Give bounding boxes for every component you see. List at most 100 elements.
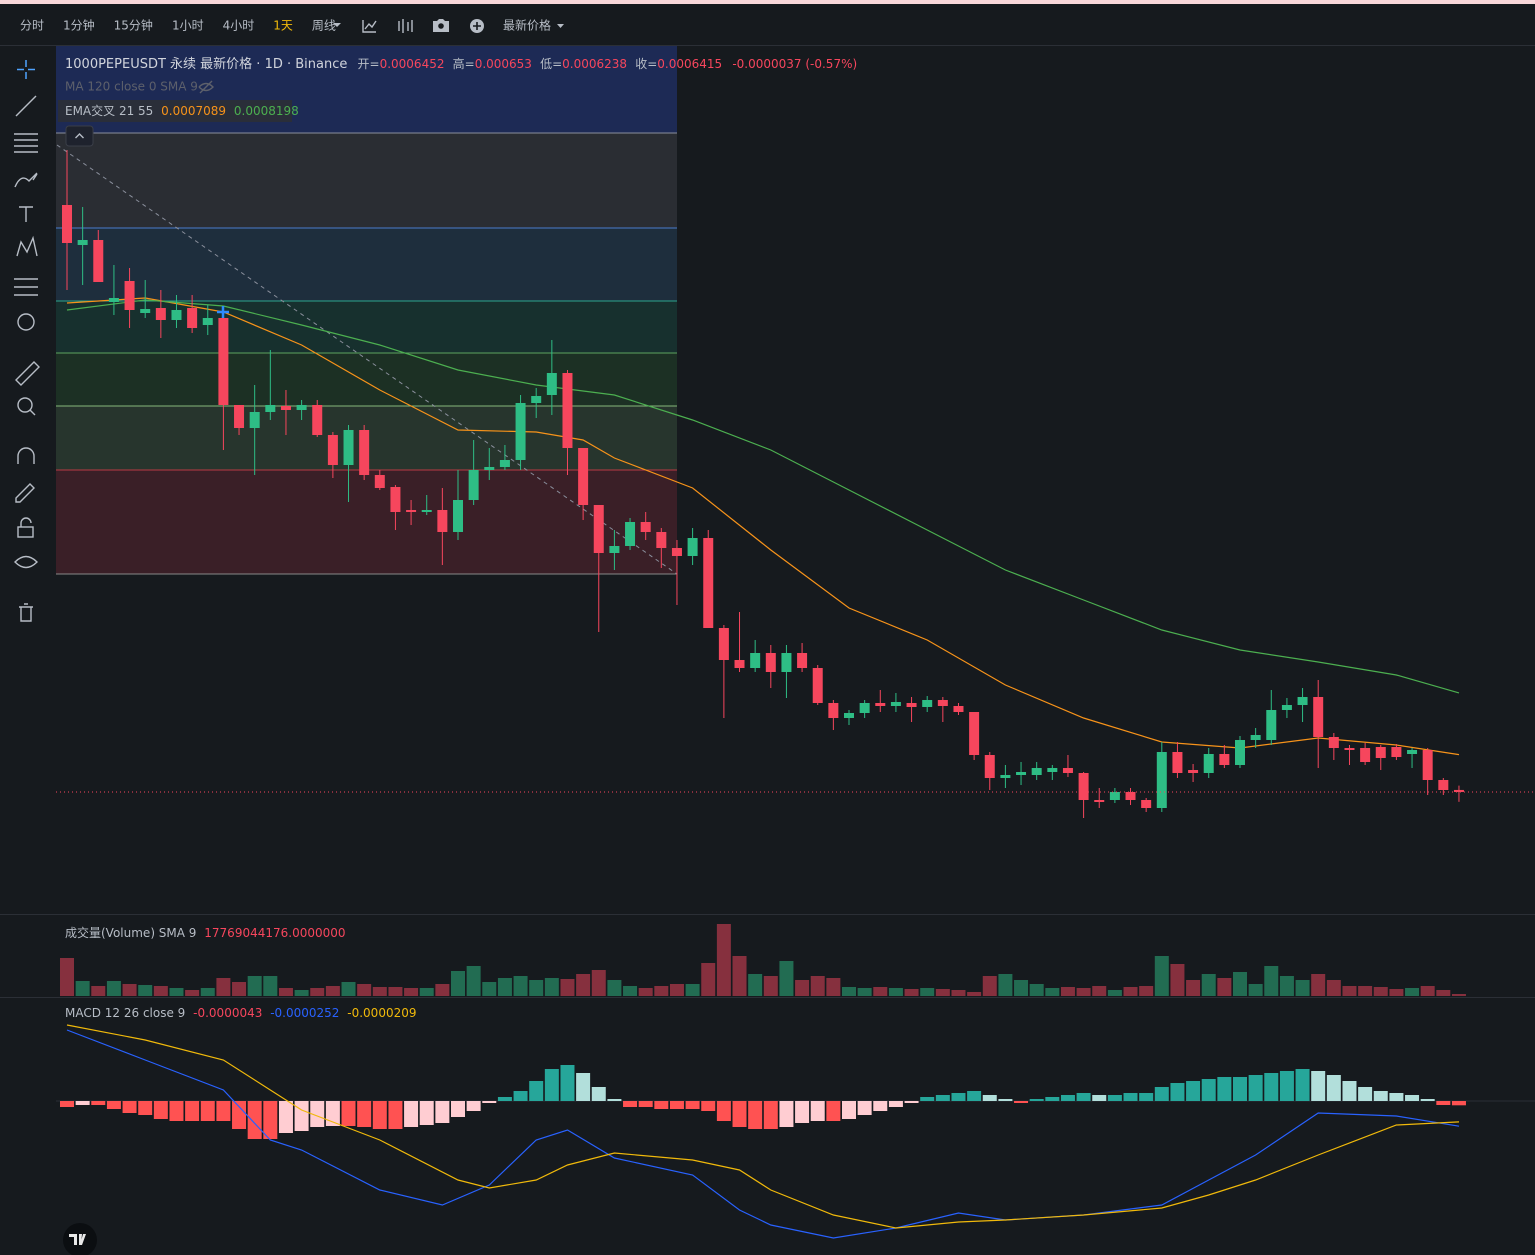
macd-histogram-bar: [404, 1101, 419, 1127]
candle-body: [1031, 768, 1042, 775]
macd-histogram-bar: [967, 1091, 982, 1101]
volume-bar: [1139, 986, 1154, 996]
candle-body: [656, 532, 667, 548]
forecast-tool[interactable]: [14, 278, 38, 296]
macd-histogram-bar: [1264, 1073, 1279, 1101]
volume-bar: [404, 988, 419, 996]
volume-bar: [982, 976, 997, 996]
candle-body: [1109, 792, 1120, 800]
candle-body: [1266, 710, 1277, 740]
open-value: 0.0006452: [380, 57, 445, 71]
macd-histogram-bar: [1233, 1077, 1247, 1101]
lock-draw-tool[interactable]: [15, 483, 35, 503]
volume-bar: [1154, 956, 1169, 996]
volume-bar: [138, 985, 153, 996]
volume-bar: [623, 986, 638, 996]
macd-histogram-bar: [153, 1101, 168, 1119]
candle-body: [280, 406, 291, 410]
emoji-tool[interactable]: [17, 313, 35, 331]
macd-histogram-bar: [701, 1101, 716, 1111]
macd-histogram-bar: [1123, 1093, 1138, 1101]
volume-bar: [701, 963, 716, 996]
macd-histogram-bar: [998, 1099, 1013, 1101]
magnet-tool[interactable]: [17, 447, 35, 464]
interval-button[interactable]: 1小时: [172, 19, 204, 33]
candle-body: [718, 628, 729, 660]
candle-body: [234, 405, 245, 428]
price-type-caret[interactable]: [557, 24, 564, 28]
volume-bar: [1092, 986, 1107, 996]
zoom-tool[interactable]: [17, 397, 33, 413]
candle-body: [187, 308, 198, 328]
candle-body: [1016, 772, 1027, 775]
candle-body: [969, 712, 980, 755]
indicator-icon[interactable]: [362, 20, 377, 33]
interval-button[interactable]: 4小时: [223, 19, 255, 33]
macd-line-value: -0.0000252: [270, 1006, 339, 1020]
candle-body: [953, 706, 964, 712]
collapse-button[interactable]: [65, 125, 94, 147]
candle-body: [155, 308, 166, 320]
volume-bar: [638, 988, 653, 996]
candle-type-icon[interactable]: [398, 19, 413, 33]
volume-bar: [1389, 989, 1404, 996]
candle-body: [499, 460, 510, 467]
macd-histogram-bar: [779, 1101, 794, 1127]
candle-body: [1203, 754, 1214, 773]
indicator-line: [66, 299, 1460, 694]
plot-area: [56, 150, 1535, 1239]
interval-button[interactable]: 分时: [20, 19, 44, 33]
visibility-tool[interactable]: [14, 555, 38, 569]
candle-body: [343, 430, 354, 465]
pattern-tool[interactable]: [16, 235, 38, 257]
candle-body: [108, 298, 119, 302]
ohlc-label: 高=: [453, 56, 475, 71]
text-tool[interactable]: [19, 206, 33, 222]
candle-body: [1375, 747, 1386, 758]
hidden-icon[interactable]: [198, 80, 214, 94]
volume-bar: [1014, 980, 1029, 996]
volume-bar: [1217, 978, 1232, 996]
macd-histogram-bar: [1373, 1091, 1388, 1101]
candle-body: [750, 653, 761, 668]
interval-button[interactable]: 1天: [273, 19, 293, 33]
macd-histogram-bar: [982, 1095, 997, 1101]
macd-histogram-bar: [1342, 1081, 1357, 1101]
volume-bar: [1045, 988, 1060, 996]
interval-button[interactable]: 1分钟: [63, 18, 95, 33]
interval-button[interactable]: 周线: [312, 19, 336, 33]
interval-button[interactable]: 15分钟: [114, 18, 153, 33]
candle-body: [93, 240, 104, 282]
more-caret[interactable]: [333, 23, 341, 27]
crosshair-tool[interactable]: [17, 60, 35, 79]
volume-bar: [278, 988, 293, 996]
high-value: 0.000653: [475, 57, 532, 71]
macd-title: MACD 12 26 close 9: [65, 1006, 185, 1020]
volume-bar: [325, 986, 340, 996]
trendline-tool[interactable]: [15, 95, 37, 117]
fib-band: [56, 133, 677, 228]
volume-bar: [998, 974, 1013, 996]
macd-histogram-bar: [106, 1101, 121, 1109]
price-type[interactable]: 最新价格: [503, 18, 551, 33]
delete-tool[interactable]: [19, 603, 33, 622]
macd-histogram-bar: [732, 1101, 747, 1127]
macd-histogram-bar: [810, 1101, 825, 1121]
candle-body: [1360, 748, 1371, 762]
macd-histogram-bar: [1107, 1095, 1122, 1101]
lock-tool[interactable]: [17, 526, 34, 538]
logo-mark: [69, 1234, 86, 1245]
candle-body: [1047, 768, 1058, 772]
macd-histogram-bar: [232, 1101, 247, 1129]
ruler-tool[interactable]: [15, 361, 40, 386]
brush-tool[interactable]: [14, 172, 38, 188]
candle-body: [468, 470, 479, 500]
volume-bar: [591, 970, 606, 996]
candle-body: [1391, 747, 1402, 757]
candle-body: [171, 310, 182, 320]
macd-histogram-bar: [1014, 1101, 1029, 1103]
candle-body: [265, 405, 276, 412]
fib-tool[interactable]: [14, 133, 38, 153]
macd-histogram-bar: [857, 1101, 872, 1115]
volume-bar: [388, 987, 403, 996]
